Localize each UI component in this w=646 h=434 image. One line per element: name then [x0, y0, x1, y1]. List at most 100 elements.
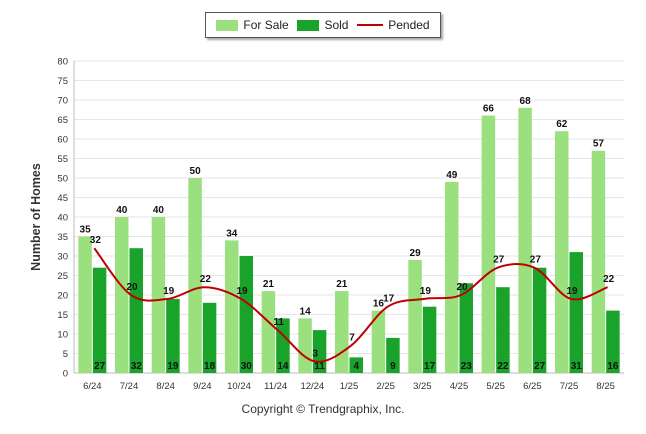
data-label-for-sale: 40: [116, 205, 128, 216]
bar-for-sale: [518, 107, 532, 374]
data-label-for-sale: 62: [556, 119, 568, 130]
data-label-for-sale: 21: [336, 279, 348, 290]
y-tick-label: 65: [57, 115, 68, 126]
data-label-pended: 17: [383, 294, 395, 305]
x-tick-label: 9/24: [193, 381, 212, 392]
data-label-sold: 18: [204, 361, 216, 372]
bar-sold: [459, 283, 473, 373]
data-label-pended: 20: [456, 282, 468, 293]
bar-for-sale: [335, 291, 349, 373]
data-label-sold: 22: [497, 361, 509, 372]
data-label-pended: 27: [530, 255, 542, 266]
data-label-sold: 14: [277, 361, 289, 372]
x-tick-label: 11/24: [264, 381, 287, 392]
legend-item-for-sale[interactable]: For Sale: [216, 18, 289, 32]
bar-for-sale: [261, 291, 276, 373]
data-label-for-sale: 35: [80, 225, 92, 236]
data-label-pended: 22: [200, 274, 212, 285]
legend-swatch-pended: [357, 24, 384, 26]
series-line-pended: [93, 247, 609, 363]
data-label-pended: 32: [90, 235, 102, 246]
bar-sold: [532, 267, 547, 373]
data-label-pended: 19: [236, 286, 248, 297]
bar-for-sale: [591, 150, 606, 373]
y-tick-label: 0: [63, 369, 68, 380]
bar-sold: [92, 267, 107, 373]
data-label-sold: 17: [424, 361, 436, 372]
data-label-pended: 11: [273, 317, 284, 328]
legend-swatch-sold: [297, 19, 320, 31]
data-label-pended: 3: [313, 348, 319, 359]
y-tick-label: 30: [57, 252, 68, 263]
data-label-sold: 4: [353, 361, 359, 372]
data-label-sold: 16: [607, 361, 619, 372]
x-tick-label: 5/25: [486, 381, 505, 392]
data-label-sold: 27: [94, 361, 106, 372]
y-tick-label: 75: [57, 76, 68, 87]
copyright-text: Copyright © Trendgraphix, Inc.: [241, 402, 405, 416]
bar-sold: [202, 302, 217, 373]
data-label-for-sale: 14: [300, 306, 312, 317]
bar-for-sale: [188, 178, 202, 373]
data-label-sold: 31: [571, 361, 583, 372]
data-label-for-sale: 34: [226, 228, 238, 239]
x-tick-label: 7/24: [120, 381, 139, 392]
data-label-pended: 19: [163, 286, 175, 297]
bar-sold: [569, 252, 583, 373]
bar-for-sale: [225, 240, 239, 373]
data-label-for-sale: 21: [263, 279, 275, 290]
bar-for-sale: [298, 318, 312, 373]
y-tick-label: 80: [57, 57, 68, 68]
bar-sold: [496, 287, 510, 373]
x-tick-label: 6/25: [523, 381, 542, 392]
data-label-for-sale: 68: [520, 96, 532, 107]
bar-sold: [349, 357, 363, 373]
x-tick-label: 1/25: [340, 381, 359, 392]
bar-sold: [129, 248, 143, 373]
data-label-pended: 27: [493, 255, 505, 266]
legend-item-sold[interactable]: Sold: [297, 18, 348, 32]
legend-label-pended: Pended: [388, 18, 430, 32]
legend-item-pended[interactable]: Pended: [357, 18, 430, 32]
data-label-for-sale: 66: [483, 104, 495, 115]
bar-for-sale: [445, 181, 459, 373]
x-tick-label: 8/24: [156, 381, 175, 392]
data-label-sold: 9: [390, 361, 396, 372]
x-tick-label: 2/25: [376, 381, 395, 392]
y-tick-label: 10: [57, 330, 68, 341]
x-tick-label: 6/24: [83, 381, 102, 392]
data-label-pended: 19: [566, 286, 578, 297]
bar-for-sale: [481, 115, 496, 373]
y-tick-label: 60: [57, 135, 68, 146]
bar-sold: [166, 298, 180, 373]
y-tick-label: 50: [57, 174, 68, 185]
data-label-pended: 20: [126, 282, 138, 293]
data-label-for-sale: 40: [153, 205, 165, 216]
bar-for-sale: [555, 131, 569, 373]
data-label-sold: 23: [461, 361, 473, 372]
bar-sold: [239, 256, 253, 373]
data-label-sold: 27: [534, 361, 546, 372]
y-tick-label: 25: [57, 271, 68, 282]
data-label-pended: 19: [420, 286, 432, 297]
x-tick-label: 7/25: [560, 381, 579, 392]
bar-sold: [386, 337, 400, 373]
data-label-for-sale: 16: [373, 299, 385, 310]
x-tick-label: 12/24: [300, 381, 324, 392]
bar-sold: [606, 310, 620, 373]
y-tick-label: 40: [57, 213, 68, 224]
data-label-pended: 22: [603, 274, 615, 285]
data-label-sold: 30: [241, 361, 253, 372]
y-tick-label: 5: [63, 349, 68, 360]
x-tick-label: 3/25: [413, 381, 432, 392]
data-label-for-sale: 29: [410, 248, 422, 259]
x-tick-label: 4/25: [450, 381, 469, 392]
data-label-for-sale: 49: [446, 170, 458, 181]
y-tick-label: 55: [57, 154, 68, 165]
data-label-sold: 32: [131, 361, 143, 372]
bar-sold: [422, 306, 437, 373]
legend: For Sale Sold Pended: [205, 12, 441, 38]
data-label-sold: 19: [167, 361, 179, 372]
